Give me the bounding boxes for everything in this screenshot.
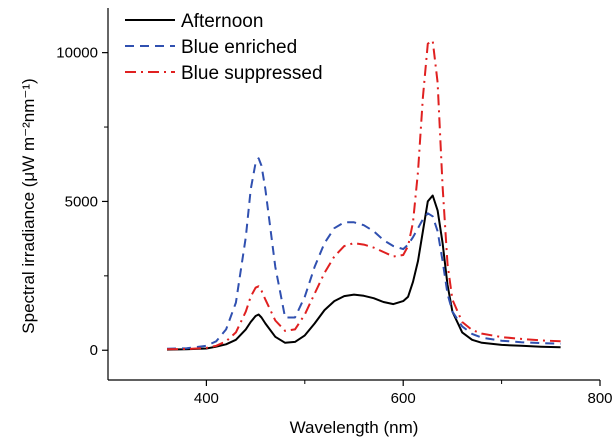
x-axis-title: Wavelength (nm) bbox=[290, 418, 419, 437]
axes: 400 600 800 0 5000 10000 bbox=[56, 8, 613, 407]
plot-area bbox=[166, 39, 561, 351]
y-tick-label: 10000 bbox=[56, 45, 98, 62]
series-line-blue-enriched bbox=[166, 157, 561, 350]
x-ticks: 400 600 800 bbox=[194, 380, 613, 407]
legend-label: Afternoon bbox=[181, 11, 263, 32]
y-ticks: 0 5000 10000 bbox=[56, 45, 108, 359]
y-tick-label: 0 bbox=[90, 342, 98, 359]
legend: Afternoon Blue enriched Blue suppressed bbox=[125, 11, 323, 84]
legend-label: Blue enriched bbox=[181, 37, 297, 58]
legend-label: Blue suppressed bbox=[181, 63, 323, 84]
x-tick-label: 600 bbox=[391, 390, 416, 407]
y-tick-label: 5000 bbox=[65, 193, 98, 210]
x-tick-label: 400 bbox=[194, 390, 219, 407]
y-axis-title: Spectral irradiance (μW m⁻²nm⁻¹) bbox=[19, 78, 38, 333]
series-line-afternoon bbox=[166, 194, 561, 351]
x-tick-label: 800 bbox=[587, 390, 612, 407]
series-line-blue-suppressed bbox=[166, 39, 561, 351]
